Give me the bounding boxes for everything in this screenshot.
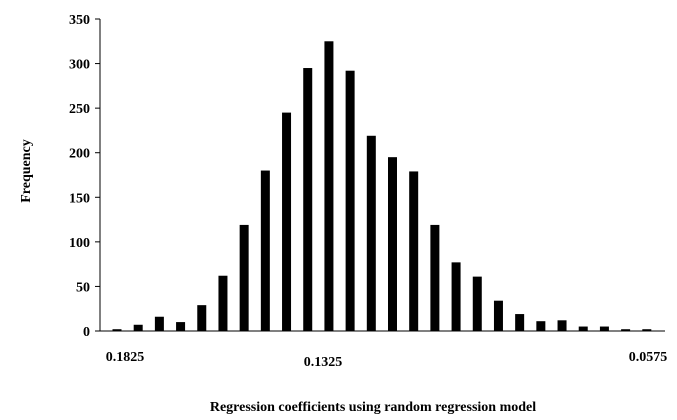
- y-tick-label: 300: [69, 58, 90, 73]
- x-axis-title: Regression coefficients using random reg…: [210, 400, 536, 415]
- y-axis-ticks: 0 50 100 150 200 250 300 350: [69, 13, 100, 340]
- x-axis-tick-labels: 0.1825 0.1325 0.0575: [106, 350, 668, 370]
- histogram-bar: [409, 171, 419, 331]
- histogram-bar: [112, 329, 122, 331]
- histogram-bar: [451, 262, 461, 331]
- y-axis-title: Frequency: [19, 139, 34, 203]
- histogram-bar: [345, 70, 355, 332]
- histogram-bar: [282, 112, 292, 331]
- y-tick-label: 350: [69, 13, 90, 28]
- y-tick-label: 200: [69, 147, 90, 162]
- y-tick-label: 50: [76, 280, 90, 295]
- histogram-bar: [176, 322, 186, 331]
- histogram-bar: [621, 329, 631, 331]
- x-tick-label: 0.1825: [106, 350, 145, 365]
- histogram-bar: [472, 276, 482, 331]
- x-tick-label: 0.1325: [304, 355, 343, 370]
- x-tick-label: 0.0575: [629, 350, 668, 365]
- histogram-bar: [133, 324, 143, 331]
- histogram-bar: [324, 41, 334, 332]
- y-tick-label: 250: [69, 102, 90, 117]
- histogram-bar: [642, 329, 652, 331]
- histogram-bar: [536, 321, 546, 331]
- histogram-bar: [303, 68, 313, 332]
- histogram-bar: [239, 224, 249, 331]
- histogram-bars: [112, 41, 652, 332]
- y-tick-label: 150: [69, 191, 90, 206]
- y-tick-label: 0: [83, 325, 90, 340]
- histogram-bar: [599, 326, 609, 331]
- histogram-bar: [493, 300, 503, 331]
- histogram-bar: [388, 157, 397, 331]
- histogram-bar: [197, 305, 207, 331]
- histogram-bar: [515, 314, 525, 331]
- histogram-bar: [154, 316, 164, 331]
- y-tick-label: 100: [69, 236, 90, 251]
- histogram-bar: [578, 326, 588, 331]
- histogram-bar: [430, 224, 440, 331]
- histogram-bar: [557, 320, 567, 331]
- histogram-bar: [218, 275, 228, 331]
- histogram-bar: [366, 135, 376, 331]
- histogram-bar: [260, 170, 270, 331]
